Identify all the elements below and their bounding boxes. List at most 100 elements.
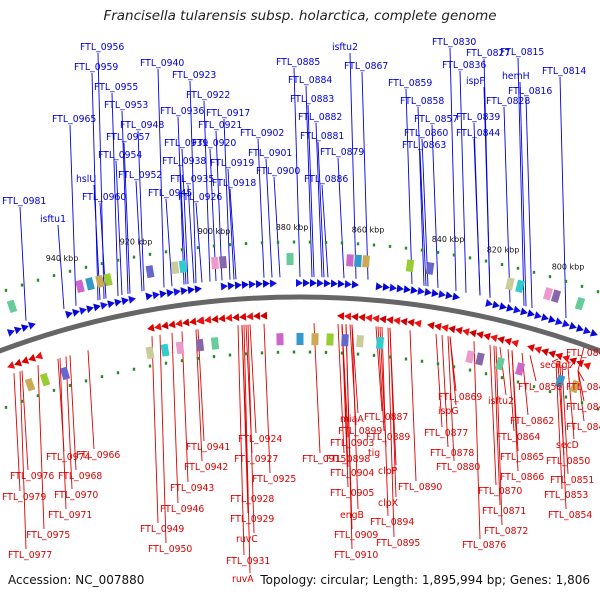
forward-gene-label[interactable]: FTL_0836	[442, 60, 486, 71]
reverse-gene-label[interactable]: FTL_0845	[566, 382, 600, 393]
feature-block[interactable]	[24, 377, 36, 392]
forward-gene-label[interactable]: FTL_0883	[290, 94, 334, 105]
forward-gene-label[interactable]: FTL_0923	[172, 70, 216, 81]
reverse-gene-label[interactable]: FTL_0870	[478, 486, 522, 497]
reverse-gene-label[interactable]: FTL_0910	[334, 550, 378, 561]
forward-gene-label[interactable]: FTL_0956	[80, 42, 124, 53]
forward-gene-arrow[interactable]	[65, 309, 74, 319]
feature-block[interactable]	[6, 299, 18, 314]
forward-gene-label[interactable]: FTL_0886	[304, 174, 348, 185]
reverse-gene-arrow[interactable]	[174, 319, 183, 328]
reverse-gene-label[interactable]: secF	[540, 360, 561, 371]
forward-gene-label[interactable]: isftu1	[40, 214, 66, 225]
reverse-gene-arrow[interactable]	[407, 318, 415, 327]
feature-block[interactable]	[405, 259, 415, 273]
forward-gene-arrow[interactable]	[145, 291, 153, 301]
reverse-gene-arrow[interactable]	[503, 336, 512, 346]
forward-gene-label[interactable]: FTL_0959	[74, 62, 118, 73]
reverse-gene-label[interactable]: FTL_0853	[544, 490, 588, 501]
feature-block[interactable]	[95, 274, 105, 289]
feature-block[interactable]	[286, 253, 294, 266]
reverse-gene-arrow[interactable]	[568, 355, 578, 366]
reverse-gene-label[interactable]: FTL_0864	[496, 432, 540, 443]
feature-block[interactable]	[210, 337, 220, 350]
reverse-gene-arrow[interactable]	[540, 346, 549, 356]
reverse-gene-arrow[interactable]	[482, 331, 491, 341]
reverse-gene-label[interactable]: clpP	[378, 466, 398, 477]
reverse-gene-label[interactable]: ruvA	[232, 574, 254, 585]
reverse-gene-label[interactable]: FTL_0846	[566, 402, 600, 413]
reverse-gene-label[interactable]: FTL_0856	[518, 382, 562, 393]
forward-gene-arrow[interactable]	[589, 328, 599, 339]
forward-gene-label[interactable]: FTL_0940	[140, 58, 184, 69]
reverse-gene-arrow[interactable]	[400, 317, 408, 326]
feature-block[interactable]	[554, 374, 566, 389]
reverse-gene-arrow[interactable]	[475, 330, 484, 339]
reverse-gene-arrow[interactable]	[6, 361, 16, 371]
reverse-gene-label[interactable]: FTL_0941	[186, 442, 230, 453]
forward-gene-label[interactable]: FTL_0981	[2, 196, 46, 207]
reverse-gene-arrow[interactable]	[20, 356, 30, 366]
reverse-gene-label[interactable]: FTL_0977	[8, 550, 52, 561]
reverse-gene-arrow[interactable]	[510, 338, 519, 348]
reverse-gene-arrow[interactable]	[27, 353, 37, 364]
reverse-gene-arrow[interactable]	[239, 312, 247, 321]
reverse-gene-arrow[interactable]	[547, 348, 557, 359]
forward-gene-arrow[interactable]	[431, 289, 439, 298]
reverse-gene-arrow[interactable]	[337, 312, 345, 321]
forward-gene-arrow[interactable]	[499, 302, 508, 311]
feature-block[interactable]	[276, 333, 284, 346]
forward-gene-label[interactable]: FTL_0881	[300, 131, 344, 142]
forward-gene-arrow[interactable]	[492, 300, 501, 310]
forward-gene-arrow[interactable]	[344, 280, 352, 289]
forward-gene-arrow[interactable]	[93, 302, 102, 312]
forward-gene-arrow[interactable]	[27, 320, 37, 330]
forward-gene-label[interactable]: FTL_0857	[414, 114, 458, 125]
forward-gene-arrow[interactable]	[234, 281, 243, 290]
reverse-gene-label[interactable]: FTL_0929	[230, 514, 274, 525]
reverse-gene-arrow[interactable]	[575, 358, 585, 368]
forward-gene-arrow[interactable]	[86, 304, 95, 314]
reverse-gene-label[interactable]: FTL_0927	[234, 454, 278, 465]
feature-block[interactable]	[145, 346, 155, 360]
reverse-gene-arrow[interactable]	[13, 358, 23, 369]
feature-block[interactable]	[39, 372, 51, 387]
forward-gene-arrow[interactable]	[561, 319, 571, 330]
forward-gene-label[interactable]: FTL_0828	[486, 96, 530, 107]
reverse-gene-arrow[interactable]	[246, 312, 254, 321]
forward-gene-label[interactable]: FTL_0867	[344, 61, 388, 72]
reverse-gene-arrow[interactable]	[204, 315, 212, 325]
forward-gene-arrow[interactable]	[575, 324, 585, 334]
forward-gene-arrow[interactable]	[445, 291, 453, 300]
reverse-gene-arrow[interactable]	[426, 321, 435, 330]
forward-gene-arrow[interactable]	[389, 283, 398, 293]
forward-gene-label[interactable]: FTL_0952	[118, 170, 162, 181]
reverse-gene-label[interactable]: FTL_0979	[2, 492, 46, 503]
forward-gene-label[interactable]: FTL_0885	[276, 57, 320, 68]
reverse-gene-arrow[interactable]	[211, 315, 219, 324]
forward-gene-arrow[interactable]	[180, 286, 189, 296]
reverse-gene-arrow[interactable]	[393, 316, 401, 325]
forward-gene-label[interactable]: FTL_0953	[104, 100, 148, 111]
forward-gene-arrow[interactable]	[554, 317, 564, 327]
reverse-gene-arrow[interactable]	[447, 324, 456, 334]
forward-gene-label[interactable]: FTL_0884	[288, 75, 332, 86]
reverse-gene-label[interactable]: FTL_0877	[424, 428, 468, 439]
forward-gene-label[interactable]: FTL_0920	[192, 138, 236, 149]
reverse-gene-arrow[interactable]	[413, 319, 422, 328]
feature-block[interactable]	[475, 352, 485, 366]
forward-gene-label[interactable]: FTL_0965	[52, 114, 96, 125]
forward-gene-arrow[interactable]	[72, 307, 81, 317]
forward-gene-arrow[interactable]	[152, 290, 160, 300]
reverse-gene-arrow[interactable]	[218, 314, 226, 323]
feature-block[interactable]	[326, 333, 334, 346]
forward-gene-arrow[interactable]	[128, 295, 136, 304]
forward-gene-arrow[interactable]	[302, 278, 310, 287]
reverse-gene-arrow[interactable]	[34, 351, 44, 362]
forward-gene-arrow[interactable]	[438, 290, 446, 299]
reverse-gene-arrow[interactable]	[440, 323, 449, 332]
forward-gene-arrow[interactable]	[79, 305, 88, 315]
forward-gene-label[interactable]: FTL_0858	[400, 96, 444, 107]
feature-block[interactable]	[175, 341, 185, 355]
feature-block[interactable]	[542, 287, 554, 301]
